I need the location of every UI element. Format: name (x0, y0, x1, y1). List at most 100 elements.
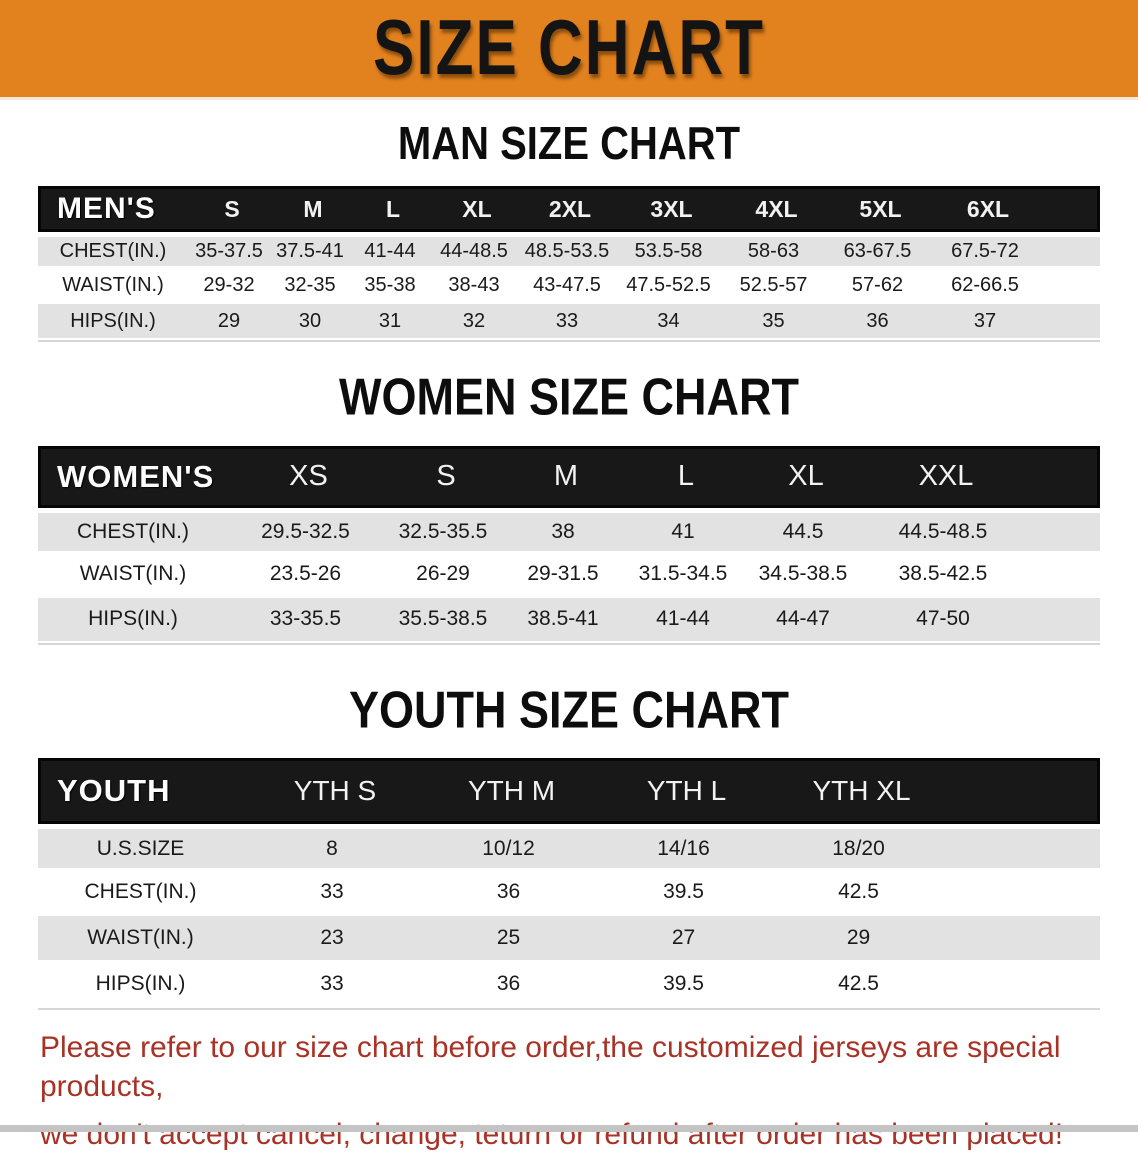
column-header: XL (462, 195, 492, 222)
size-cell: 47-50 (916, 607, 970, 630)
size-cell: 23 (320, 926, 344, 949)
disclaimer: Please refer to our size chart before or… (40, 1028, 1118, 1154)
row-label: CHEST(IN.) (59, 240, 167, 262)
size-cell: 23.5-26 (269, 562, 342, 585)
row-label: HIPS(IN.) (88, 607, 178, 630)
size-cell: 53.5-58 (634, 240, 703, 262)
table-row: WAIST(IN.) 23 25 27 29 (38, 916, 1100, 962)
column-header: 3XL (650, 195, 693, 222)
table-corner-label: WOMEN'S (57, 458, 215, 494)
table-row: HIPS(IN.) 29 30 31 32 33 34 35 36 37 (38, 304, 1100, 340)
column-header: L (677, 460, 695, 492)
section-heading: MAN SIZE CHART (397, 118, 741, 170)
column-header: M (553, 460, 579, 492)
size-cell: 38 (551, 519, 575, 543)
size-cell: 36 (496, 880, 521, 903)
size-cell: 31.5-34.5 (638, 562, 728, 585)
size-cell: 57-62 (851, 273, 904, 296)
size-cell: 18/20 (832, 836, 885, 860)
size-cell: 36 (866, 309, 889, 332)
size-cell: 35-37.5 (195, 240, 263, 262)
size-cell: 37.5-41 (276, 240, 344, 262)
size-cell: 37 (973, 309, 997, 332)
size-cell: 62-66.5 (951, 273, 1019, 296)
size-cell: 26-29 (416, 562, 470, 585)
size-cell: 10/12 (482, 836, 535, 860)
row-label: WAIST(IN.) (62, 273, 164, 296)
size-cell: 38.5-42.5 (898, 562, 988, 585)
table-body: CHEST(IN.) 35-37.5 37.5-41 41-44 44-48.5 48.5… (38, 232, 1100, 340)
size-cell: 42.5 (838, 972, 879, 995)
size-cell: 41-44 (364, 240, 416, 262)
size-cell: 32-35 (284, 273, 336, 296)
size-cell: 41 (671, 519, 695, 543)
size-cell: 32.5-35.5 (398, 519, 488, 543)
column-header: S (436, 460, 456, 492)
section-youth-size-chart: YOUTH SIZE CHART YOUTH YTH S YTH M YTH L YTH … (0, 681, 1138, 1010)
section-women-size-chart: WOMEN SIZE CHART WOMEN'S XS S M L XL XXL CHEST(I… (0, 368, 1138, 645)
size-cell: 52.5-57 (739, 273, 808, 296)
size-cell: 36 (496, 972, 521, 995)
size-cell: 44.5 (782, 519, 824, 543)
size-table: YOUTH YTH S YTH M YTH L YTH XL U.S.SIZE 8 10/12… (38, 758, 1100, 1010)
size-cell: 39.5 (663, 880, 704, 903)
column-header: YTH XL (812, 775, 911, 806)
size-cell: 35-38 (364, 273, 416, 296)
column-header: YTH S (293, 775, 377, 806)
row-label: WAIST(IN.) (79, 562, 187, 585)
size-cell: 27 (671, 926, 696, 949)
size-cell: 33 (320, 972, 344, 995)
row-label: U.S.SIZE (96, 836, 185, 860)
table-row: CHEST(IN.) 29.5-32.5 32.5-35.5 38 41 44.5 44.5… (38, 507, 1100, 553)
size-cell: 33 (555, 309, 579, 332)
table-body: CHEST(IN.) 29.5-32.5 32.5-35.5 38 41 44.5 44.5… (38, 507, 1100, 643)
table-row: CHEST(IN.) 33 36 39.5 42.5 (38, 870, 1100, 916)
table-row: HIPS(IN.) 33 36 39.5 42.5 (38, 962, 1100, 1008)
size-cell: 29-32 (203, 273, 255, 296)
size-cell: 29-31.5 (527, 562, 599, 585)
column-header: M (303, 195, 323, 222)
size-cell: 43-47.5 (533, 273, 601, 296)
table-row: HIPS(IN.) 33-35.5 35.5-38.5 38.5-41 41-44 44-… (38, 597, 1100, 643)
disclaimer-line-2: we don't accept cancel, change, teturn o… (40, 1118, 1064, 1151)
size-cell: 31 (378, 309, 402, 332)
section-heading: WOMEN SIZE CHART (339, 367, 799, 426)
size-cell: 35.5-38.5 (398, 607, 488, 630)
size-cell: 14/16 (657, 836, 710, 860)
size-cell: 34.5-38.5 (758, 562, 848, 585)
size-cell: 35 (762, 309, 785, 332)
size-cell: 67.5-72 (951, 240, 1019, 262)
size-cell: 42.5 (838, 880, 879, 903)
column-header: XS (289, 460, 328, 492)
column-header: XXL (918, 460, 974, 492)
page-title: SIZE CHART (373, 5, 765, 92)
table-row: U.S.SIZE 8 10/12 14/16 18/20 (38, 824, 1100, 870)
size-cell: 32 (462, 309, 486, 332)
size-cell: 29 (846, 926, 871, 949)
table-row: WAIST(IN.) 23.5-26 26-29 29-31.5 31.5-34.5 34… (38, 552, 1100, 598)
bottom-border (0, 1125, 1138, 1132)
size-chart-sections: MAN SIZE CHART MEN'S S M L XL 2XL 3XL 4XL 5XL 6XL C… (0, 118, 1138, 1010)
section-heading: YOUTH SIZE CHART (348, 679, 789, 739)
size-cell: 39.5 (663, 972, 704, 995)
table-header-row: MEN'S S M L XL 2XL 3XL 4XL 5XL 6XL (38, 186, 1100, 232)
table-header-row: YOUTH YTH S YTH M YTH L YTH XL (38, 758, 1100, 824)
row-label: WAIST(IN.) (87, 926, 194, 949)
size-cell: 58-63 (747, 240, 800, 262)
size-cell: 8 (326, 836, 338, 860)
table-corner-label: MEN'S (57, 192, 156, 225)
row-label: CHEST(IN.) (84, 880, 197, 903)
size-cell: 41-44 (656, 607, 710, 630)
size-cell: 38.5-41 (527, 607, 599, 630)
size-cell: 33-35.5 (269, 607, 342, 630)
disclaimer-line-1: Please refer to our size chart before or… (40, 1031, 1061, 1103)
size-cell: 47.5-52.5 (626, 273, 711, 296)
table-header-row: WOMEN'S XS S M L XL XXL (38, 445, 1100, 508)
size-cell: 34 (657, 309, 680, 332)
size-cell: 63-67.5 (843, 240, 912, 262)
column-header: 5XL (859, 195, 902, 222)
size-cell: 30 (298, 309, 322, 332)
column-header: XL (788, 460, 824, 492)
row-label: HIPS(IN.) (95, 972, 186, 995)
size-table: MEN'S S M L XL 2XL 3XL 4XL 5XL 6XL CHEST(IN.) 35-37… (38, 186, 1100, 342)
